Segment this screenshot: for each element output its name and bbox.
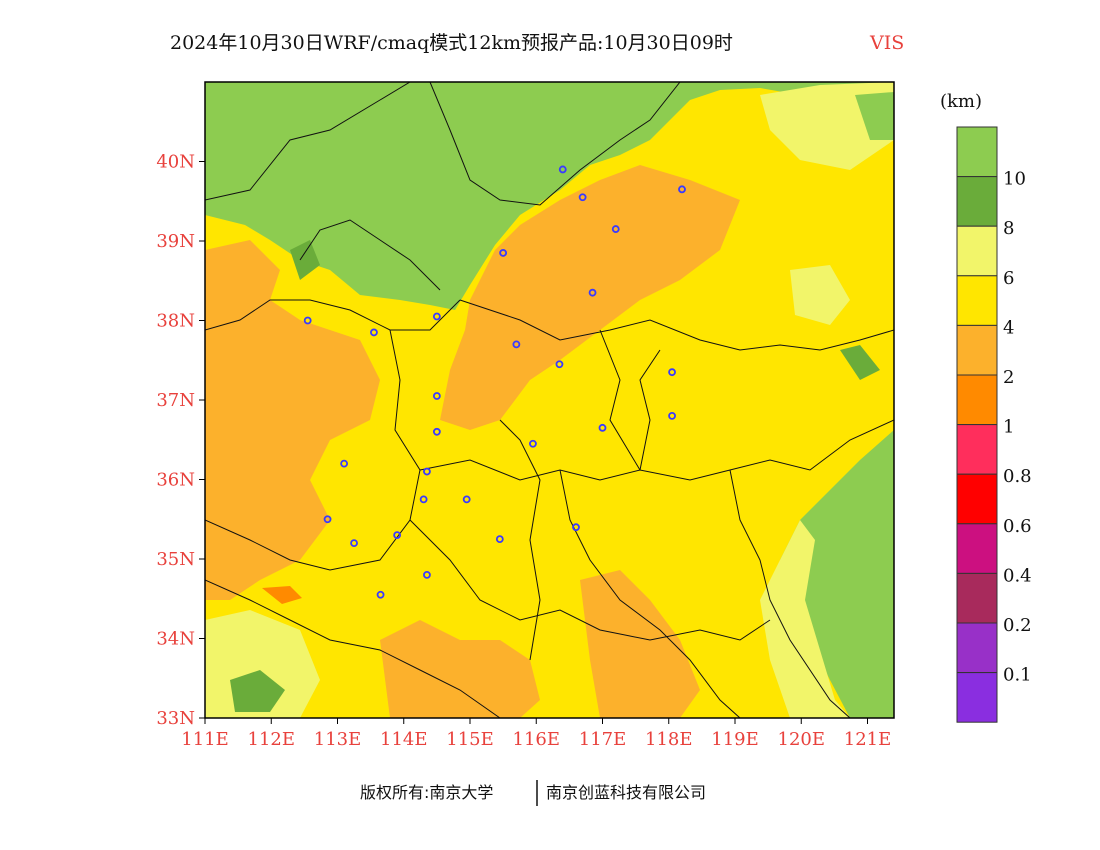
colorbar-segment (956, 126, 998, 178)
colorbar-segment (956, 225, 998, 277)
colorbar-label: 0.1 (1003, 665, 1032, 686)
green-region-yellow-sea (780, 430, 894, 718)
lon-tick-label: 116E (513, 729, 561, 750)
station-marker (499, 249, 508, 257)
green-region-northwest (205, 82, 894, 310)
colorbar-segment (956, 275, 998, 326)
station-marker (668, 411, 676, 420)
colorbar-label: 6 (1003, 268, 1014, 289)
station-marker (323, 515, 332, 524)
colorbar-label: 2 (1003, 367, 1014, 388)
station-marker (512, 340, 521, 349)
colorbar-label: 0.6 (1003, 516, 1032, 537)
colorbar-label: 0.2 (1003, 615, 1032, 636)
lon-tick-label: 113E (314, 729, 362, 750)
colorbar-segment (956, 672, 998, 723)
station-marker (350, 539, 358, 547)
variable-name: VIS (869, 32, 904, 54)
lat-tick-label: 40N (156, 152, 195, 173)
map-panel (205, 82, 894, 718)
colorbar-label: 0.8 (1003, 466, 1032, 487)
pale-region-coast (760, 520, 850, 718)
station-marker (668, 368, 676, 377)
chart-title: 2024年10月30日WRF/cmaq模式12km预报产品:10月30日09时 (170, 32, 733, 54)
station-marker (376, 590, 385, 599)
lat-tick-label: 37N (156, 390, 195, 411)
colorbar-segment (956, 473, 998, 525)
station-marker (303, 316, 312, 325)
lat-tick-label: 36N (156, 470, 195, 491)
colorbar-segment (956, 424, 998, 475)
station-marker (340, 459, 349, 468)
station-marker (598, 423, 607, 432)
green-region-bohai (855, 92, 894, 140)
colorbar-label: 1 (1003, 417, 1014, 438)
lon-tick-label: 118E (645, 729, 693, 750)
station-marker (678, 185, 686, 194)
lat-tick-label: 34N (156, 629, 195, 650)
lat-tick-label: 33N (156, 708, 195, 729)
green-region-hill (290, 240, 320, 280)
colorbar-segment (956, 374, 998, 426)
legend-unit: (km) (940, 91, 982, 112)
lat-tick-label: 35N (156, 549, 195, 570)
lon-tick-label: 120E (778, 729, 826, 750)
orange-belt-north (440, 165, 740, 430)
station-marker (529, 439, 537, 448)
pale-patch-east (790, 265, 850, 325)
colorbar-label: 0.4 (1003, 565, 1032, 586)
station-marker (432, 427, 441, 436)
colorbar-segment (956, 324, 998, 376)
colorbar: 10 8 6 4 2 1 0.8 0.6 0.4 0.2 0.1 (956, 126, 1032, 723)
company-text: 南京创蓝科技有限公司 (546, 783, 706, 802)
lon-tick-label: 121E (844, 729, 892, 750)
lon-tick-label: 114E (380, 729, 428, 750)
station-marker (578, 193, 587, 202)
lon-axis: 111E 112E 113E 114E 115E 116E 117E 118E 119E 120E… (181, 718, 891, 750)
colorbar-label: 8 (1003, 218, 1014, 239)
station-marker (423, 571, 431, 579)
boundary-lines (205, 82, 894, 718)
orange-belt-west (205, 240, 380, 600)
lat-axis: 33N 34N 35N 36N 37N 38N 39N 40N (156, 152, 205, 729)
lat-tick-label: 39N (156, 231, 195, 252)
lon-tick-label: 117E (579, 729, 627, 750)
orange-patch-southeast (580, 570, 700, 718)
colorbar-label: 10 (1003, 169, 1026, 190)
green-patch-southwest (230, 670, 285, 712)
colorbar-segment (956, 176, 998, 227)
station-marker (432, 392, 441, 400)
colorbar-segment (956, 622, 998, 674)
station-marker (495, 535, 504, 544)
station-marker (423, 467, 431, 476)
lon-tick-label: 115E (446, 729, 494, 750)
lat-tick-label: 38N (156, 311, 195, 332)
station-marker (370, 328, 378, 337)
station-marker (419, 495, 428, 504)
station-marker (572, 523, 580, 532)
station-marker (611, 225, 620, 233)
lon-tick-label: 111E (181, 729, 229, 750)
orange-belt-south (380, 620, 540, 718)
station-marker (555, 360, 564, 369)
station-marker (393, 531, 402, 540)
lon-tick-label: 112E (248, 729, 296, 750)
colorbar-segment (956, 523, 998, 574)
colorbar-segment (956, 572, 998, 624)
station-marker (558, 165, 567, 174)
copyright-text: 版权所有:南京大学 (360, 783, 493, 802)
station-marker (588, 288, 597, 297)
dark-orange-patch (262, 586, 302, 604)
green-patch-shandong (840, 345, 880, 380)
lon-tick-label: 119E (711, 729, 759, 750)
colorbar-label: 4 (1003, 317, 1014, 338)
station-marker (462, 495, 471, 504)
station-markers (303, 165, 686, 599)
station-marker (432, 312, 441, 321)
